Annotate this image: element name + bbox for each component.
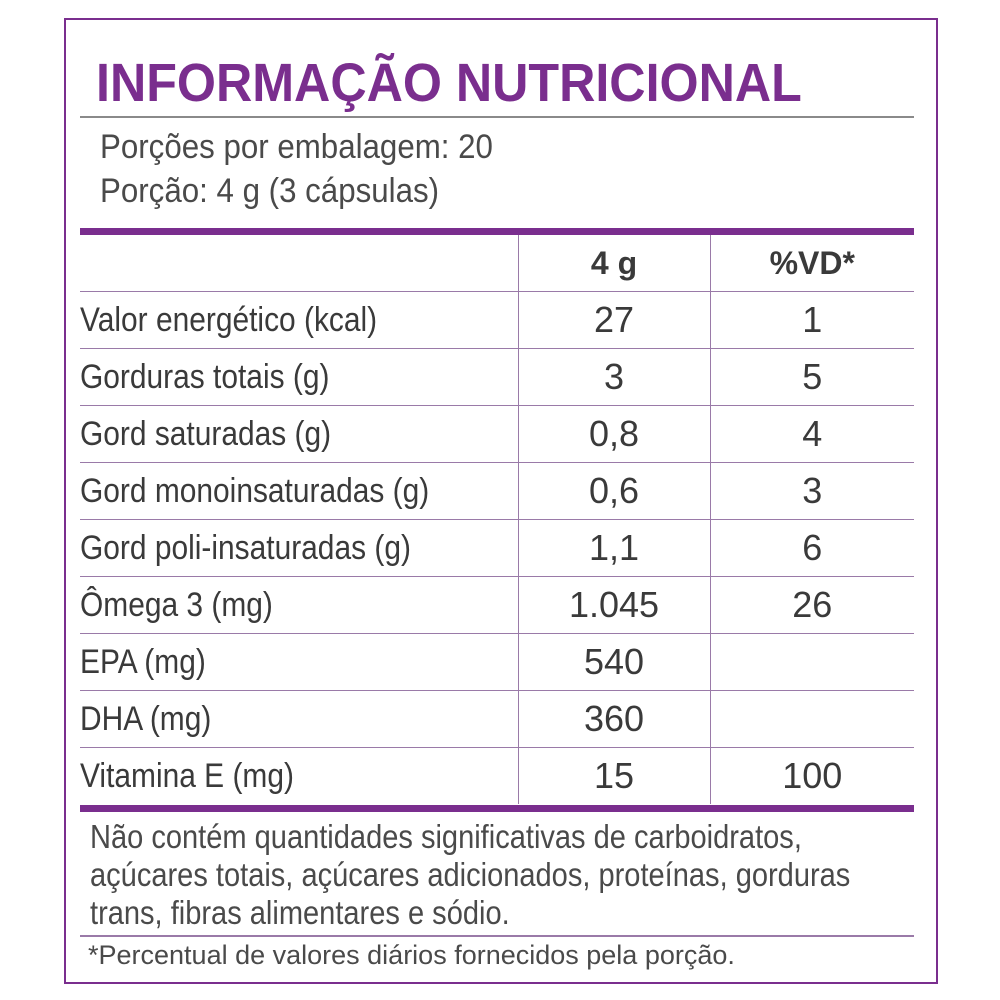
nutrient-name-label: Gorduras totais (g)	[80, 357, 330, 396]
nutrient-quantity: 1.045	[517, 576, 710, 634]
nutrient-name-label: Valor energético (kcal)	[80, 300, 378, 339]
nutrient-quantity: 0,8	[517, 405, 710, 463]
nutrition-label-border	[64, 18, 938, 984]
nutrient-name: EPA (mg)	[80, 633, 518, 691]
table-row: Ômega 3 (mg) 1.045 26	[80, 576, 914, 634]
nutrient-name: Gorduras totais (g)	[80, 348, 518, 406]
nutrient-name: Gord poli-insaturadas (g)	[80, 519, 518, 577]
nutrient-name: Vitamina E (mg)	[80, 748, 518, 805]
daily-value-footnote: *Percentual de valores diários fornecido…	[88, 940, 735, 970]
table-header-row: 4 g %VD*	[80, 235, 914, 292]
table-row: Gord poli-insaturadas (g) 1,1 6	[80, 519, 914, 577]
table-bottom-rule	[80, 805, 914, 812]
nutrient-daily-value: 1	[709, 291, 914, 349]
table-row: DHA (mg) 360	[80, 690, 914, 748]
header-daily-value: %VD*	[709, 235, 914, 292]
nutrient-name-label: Gord monoinsaturadas (g)	[80, 471, 430, 510]
table-row: Vitamina E (mg) 15 100	[80, 747, 914, 805]
not-significant-note: Não contém quantidades significativas de…	[90, 818, 851, 931]
nutrient-name-label: EPA (mg)	[80, 642, 206, 681]
nutrient-quantity: 0,6	[517, 462, 710, 520]
nutrient-name-label: Vitamina E (mg)	[80, 756, 294, 795]
nutrient-quantity: 360	[517, 690, 710, 748]
label-title: INFORMAÇÃO NUTRICIONAL	[96, 53, 802, 113]
header-nutrient	[80, 235, 518, 292]
nutrient-quantity: 15	[517, 747, 710, 804]
nutrient-daily-value: 6	[709, 519, 914, 577]
nutrient-daily-value: 26	[709, 576, 914, 634]
nutrient-daily-value: 3	[709, 462, 914, 520]
header-quantity: 4 g	[517, 235, 710, 292]
nutrient-quantity: 3	[517, 348, 710, 406]
table-row: Gord monoinsaturadas (g) 0,6 3	[80, 462, 914, 520]
table-top-rule	[80, 228, 914, 235]
table-row: Valor energético (kcal) 27 1	[80, 291, 914, 349]
nutrient-name: DHA (mg)	[80, 690, 518, 748]
nutrient-name-label: Gord poli-insaturadas (g)	[80, 528, 411, 567]
nutrient-daily-value: 100	[709, 747, 914, 804]
nutrition-table: 4 g %VD* Valor energético (kcal) 27 1 Gordu…	[80, 235, 914, 804]
table-row: Gord saturadas (g) 0,8 4	[80, 405, 914, 463]
table-row: Gorduras totais (g) 3 5	[80, 348, 914, 406]
nutrient-name: Valor energético (kcal)	[80, 291, 518, 349]
nutrient-name: Ômega 3 (mg)	[80, 576, 518, 634]
nutrient-name-label: Gord saturadas (g)	[80, 414, 332, 453]
nutrient-name-label: DHA (mg)	[80, 699, 212, 738]
nutrient-name: Gord saturadas (g)	[80, 405, 518, 463]
footnote-divider	[80, 935, 914, 937]
nutrient-daily-value	[709, 690, 914, 748]
nutrient-quantity: 27	[517, 291, 710, 349]
nutrient-name-label: Ômega 3 (mg)	[80, 585, 273, 624]
nutrient-quantity: 540	[517, 633, 710, 691]
nutrient-daily-value	[709, 633, 914, 691]
nutrient-daily-value: 4	[709, 405, 914, 463]
nutrient-name: Gord monoinsaturadas (g)	[80, 462, 518, 520]
servings-per-package: Porções por embalagem: 20	[100, 128, 493, 166]
nutrient-daily-value: 5	[709, 348, 914, 406]
nutrient-quantity: 1,1	[517, 519, 710, 577]
title-divider	[80, 116, 914, 118]
table-row: EPA (mg) 540	[80, 633, 914, 691]
serving-size: Porção: 4 g (3 cápsulas)	[100, 172, 440, 210]
